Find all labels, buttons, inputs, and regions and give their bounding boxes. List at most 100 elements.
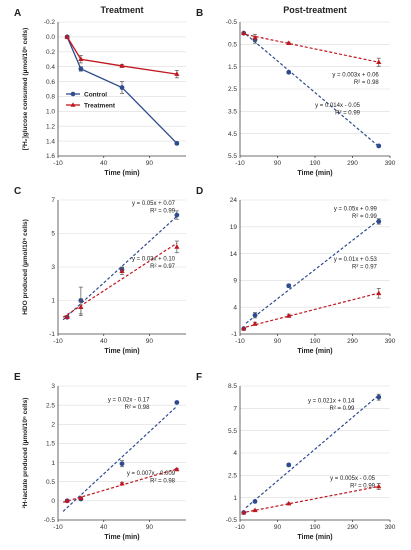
y-tick-label: 0.6 [46,79,55,86]
y-tick-label: 3 [51,264,55,271]
y-tick-label: 24 [230,197,238,204]
y-tick-label: 2 [51,421,55,428]
fit-equation: R² = 0.99 [330,406,356,412]
y-tick-label: 1.2 [46,123,55,130]
data-point [119,461,125,467]
y-tick-label: 0.5 [228,42,237,49]
trend-line [245,394,380,509]
legend-entry: Control [66,91,107,98]
y-tick-label: 5 [51,231,55,238]
y-tick-label: 5.5 [228,428,237,435]
panel-a: A Treatment -0.2 0.0 0.2 0.4 0.6 0.8 1.0 1.2 1.4 1.… [14,5,186,177]
y-tick-label: 1.6 [46,153,55,160]
x-axis-label: Time (min) [104,170,139,177]
data-point [252,34,258,40]
data-point [376,394,382,400]
data-point [174,244,180,249]
fit-equation: R² = 0.98 [125,405,151,411]
fit-equation: y = 0.01x + 0.53 [334,257,378,263]
fit-equation: y = 0.03x + 0.10 [132,256,176,262]
fit-equation: y = 0.003x + 0.06 [332,73,379,79]
panel-title: Post-treatment [283,5,347,15]
panel-c: C -1 1 3 5 7 -10 40 90 Time (min) HDO produced (µm… [14,186,186,355]
data-point [241,325,247,331]
trend-line [245,292,379,328]
y-tick-label: -0.2 [44,19,56,26]
y-tick-label: 7 [51,197,55,204]
x-tick-label: 90 [274,160,282,167]
trend-line [62,405,178,512]
x-tick-label: 40 [100,524,108,531]
y-tick-label: -1 [49,331,55,338]
y-tick-label: 0.8 [46,94,55,101]
y-axis-label: ²H-lactate produced (µmol/10⁶ cells) [22,398,29,509]
data-point [286,312,292,318]
y-tick-label: -0.5 [226,19,238,26]
trend-line [245,33,379,63]
data-point [252,507,258,513]
fit-equation: R² = 0.97 [150,264,176,270]
y-tick-label: 14 [230,251,238,258]
data-point [64,314,70,320]
series-control [62,400,180,512]
x-tick-label: 90 [274,524,282,531]
panel-d: D -1 4 9 14 19 24 -10 90 190 290 390 Time (min) y = 0… [196,186,396,355]
y-tick-label: -1 [231,331,237,338]
panel-label: E [14,372,21,383]
series-treatment [241,483,382,515]
y-tick-label: 1.0 [46,109,55,116]
data-point [286,69,292,75]
y-tick-label: 19 [230,224,238,231]
y-tick-label: 1 [51,298,55,305]
y-tick-label: 7 [233,406,237,413]
data-point [119,63,125,68]
data-point [376,290,382,296]
x-tick-label: 290 [347,524,358,531]
fit-equation: R² = 0.98 [150,479,176,485]
data-point [119,268,125,273]
legend-marker [70,102,76,107]
trend-line [245,33,380,147]
series-treatment [241,288,382,331]
panel-label: B [196,8,203,19]
x-tick-label: 90 [146,524,154,531]
y-tick-label: 3.5 [228,109,237,116]
trend-line [245,485,379,513]
y-tick-label: 9 [233,278,237,285]
fit-equation: y = 0.014x - 0.05 [315,103,361,109]
x-tick-label: -10 [53,338,63,345]
trend-line [245,219,380,324]
legend-label: Treatment [84,102,116,109]
series-control [64,34,180,146]
x-tick-label: 290 [347,160,358,167]
trend-line [62,242,178,318]
y-tick-label: 0.0 [46,34,55,41]
data-point [286,500,292,506]
data-point [376,143,382,149]
y-tick-label: 1.5 [46,441,55,448]
data-point [252,498,258,504]
x-tick-label: -10 [235,338,245,345]
panel-b: B Post-treatment -0.5 0.5 1.5 2.5 3.5 4.5 5.5-10… [196,5,396,177]
x-axis-label: Time (min) [297,534,332,541]
y-tick-label: 0.5 [46,479,55,486]
series-treatment [62,240,180,320]
x-tick-label: 190 [310,338,321,345]
fit-equation: y = 0.005x - 0.05 [330,476,376,482]
fit-equation: R² = 0.99 [150,209,176,215]
data-point [376,59,382,64]
y-tick-label: 2.5 [228,86,237,93]
fit-equation: y = 0.007x - 0.009 [127,471,176,477]
legend-entry: Treatment [66,102,116,109]
x-tick-label: 290 [347,338,358,345]
panel-f: F -0.5 1 2.5 4 5.5 7 8.5 -10 90 190 290 390 Time (min… [196,372,396,541]
data-point [64,498,70,503]
data-point [286,40,292,46]
data-point [252,312,258,318]
data-point [376,219,382,224]
panel-label: A [14,8,21,19]
panel-label: F [196,372,202,383]
fit-equation: R² = 0.99 [352,214,378,220]
y-tick-label: 5.5 [228,153,237,160]
series-control [241,393,382,515]
